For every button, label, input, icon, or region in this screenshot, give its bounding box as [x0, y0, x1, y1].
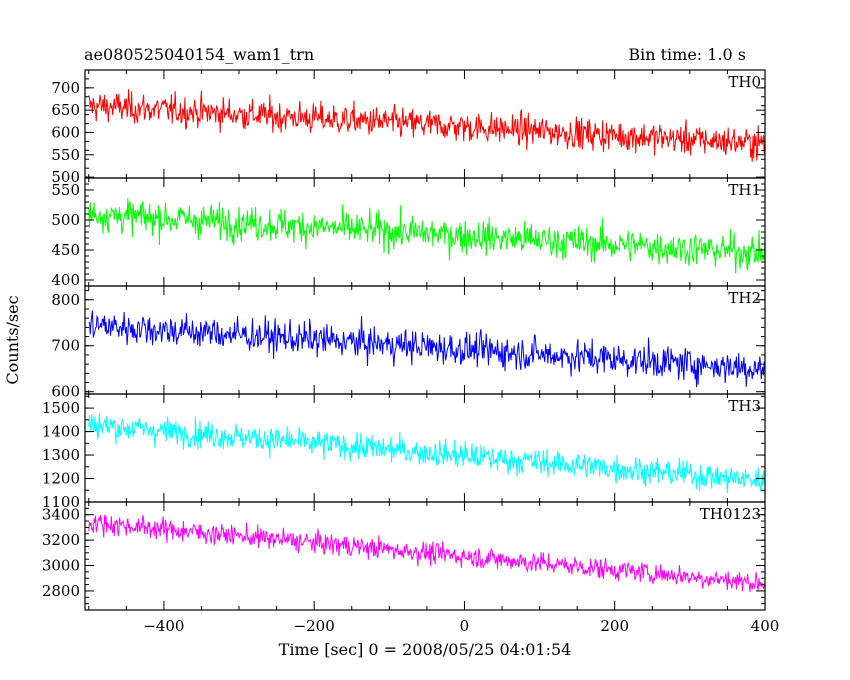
- panel-frame-th2: [84, 285, 766, 395]
- y-tick-label: 600: [51, 123, 80, 141]
- y-tick-label: 650: [51, 101, 80, 119]
- series-line-th3: [88, 413, 765, 494]
- y-tick-label: 550: [51, 146, 80, 164]
- y-tick-label: 1500: [42, 399, 80, 417]
- panel-label-th0123: TH0123: [700, 505, 761, 523]
- y-tick-label: 800: [51, 291, 80, 309]
- x-tick-label: 0: [460, 617, 470, 635]
- panel-label-th0: TH0: [728, 73, 761, 91]
- y-tick-label: 1100: [42, 493, 80, 511]
- y-tick-label: 450: [51, 241, 80, 259]
- x-tick-label: −200: [294, 617, 335, 635]
- y-tick-label: 3400: [42, 506, 80, 524]
- y-tick-label: 400: [51, 271, 80, 289]
- series-line-th1: [88, 197, 765, 274]
- y-tick-label: 500: [51, 168, 80, 186]
- panel-label-th2: TH2: [728, 289, 761, 307]
- x-tick-label: 200: [600, 617, 629, 635]
- series-line-th2: [88, 310, 765, 388]
- y-axis-label: Counts/sec: [3, 295, 22, 384]
- x-tick-label: 400: [751, 617, 780, 635]
- panels-group: TH0500550600650700TH1400450500550TH26007…: [42, 69, 780, 635]
- panel-frame-th0123: [84, 501, 766, 611]
- x-axis-label: Time [sec] 0 = 2008/05/25 04:01:54: [279, 640, 572, 659]
- y-tick-label: 1400: [42, 423, 80, 441]
- y-tick-label: 3200: [42, 531, 80, 549]
- y-tick-label: 500: [51, 211, 80, 229]
- y-tick-label: 1300: [42, 446, 80, 464]
- y-tick-label: 1200: [42, 470, 80, 488]
- series-line-th0123: [88, 514, 765, 593]
- chart-title: ae080525040154_wam1_trn: [84, 45, 314, 64]
- y-tick-label: 700: [51, 337, 80, 355]
- x-tick-label: −400: [143, 617, 184, 635]
- y-tick-label: 550: [51, 181, 80, 199]
- y-tick-label: 600: [51, 383, 80, 401]
- panel-label-th1: TH1: [728, 181, 761, 199]
- y-tick-label: 2800: [42, 582, 80, 600]
- bin-time-label: Bin time: 1.0 s: [628, 45, 746, 64]
- series-line-th0: [88, 89, 765, 162]
- y-tick-label: 3000: [42, 557, 80, 575]
- panel-label-th3: TH3: [728, 397, 761, 415]
- y-tick-label: 700: [51, 79, 80, 97]
